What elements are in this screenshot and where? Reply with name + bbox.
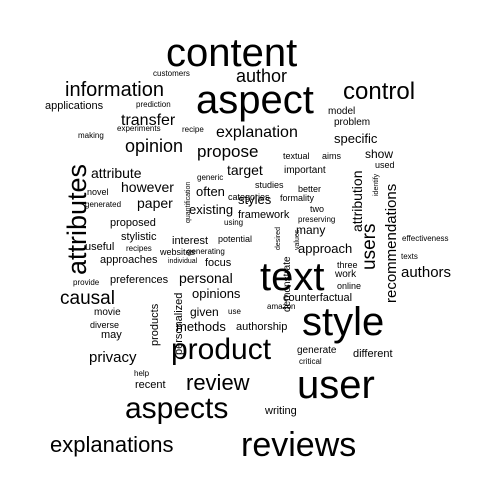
word-movie: movie xyxy=(94,307,121,318)
word-generic: generic xyxy=(197,173,224,182)
word-recent: recent xyxy=(135,379,166,391)
word-transfer: transfer xyxy=(121,112,176,129)
word-amazon: amazon xyxy=(267,302,296,311)
word-review: review xyxy=(186,370,250,395)
word-counterfactual: counterfactual xyxy=(283,292,353,304)
word-potential: potential xyxy=(218,234,253,244)
word-generated: generated xyxy=(85,200,122,209)
word-individual: individual xyxy=(168,258,198,265)
word-products: products xyxy=(149,303,161,346)
word-prediction: prediction xyxy=(136,100,171,109)
word-categories: categories xyxy=(228,192,270,202)
word-proposed: proposed xyxy=(110,217,156,229)
word-information: information xyxy=(65,79,164,101)
word-values: values xyxy=(294,229,301,250)
word-model: model xyxy=(328,106,356,117)
word-applications: applications xyxy=(45,100,104,112)
word-framework: framework xyxy=(238,209,290,221)
word-user: user xyxy=(297,363,375,407)
word-aspect: aspect xyxy=(196,78,314,122)
word-aims: aims xyxy=(322,151,342,161)
word-styles: styles xyxy=(238,192,272,207)
word-novel: novel xyxy=(87,187,109,197)
word-given: given xyxy=(190,305,219,319)
word-critical: critical xyxy=(299,357,322,366)
word-attribute: attribute xyxy=(91,165,142,181)
word-using: using xyxy=(224,218,244,227)
word-problem: problem xyxy=(334,117,371,128)
word-identify: identify xyxy=(373,173,380,196)
word-text: text xyxy=(260,255,325,299)
word-better: better xyxy=(298,184,322,194)
word-content: content xyxy=(166,31,298,75)
word-customers: customers xyxy=(153,69,190,78)
word-explanations: explanations xyxy=(50,432,174,457)
word-existing: existing xyxy=(189,202,234,217)
word-important: important xyxy=(284,165,326,176)
word-paper: paper xyxy=(137,195,173,211)
word-recipe: recipe xyxy=(182,125,204,134)
word-diverse: diverse xyxy=(90,320,120,330)
word-personalized: personalized xyxy=(173,292,185,355)
word-propose: propose xyxy=(197,142,259,161)
word-privacy: privacy xyxy=(89,349,137,366)
word-effectiveness: effectiveness xyxy=(402,234,449,243)
word-making: making xyxy=(78,131,104,140)
word-writing: writing xyxy=(265,405,297,417)
word-target: target xyxy=(227,162,263,178)
word-authors: authors xyxy=(401,264,452,281)
word-websites: websites xyxy=(160,247,196,257)
word-approaches: approaches xyxy=(100,254,158,266)
word-use: use xyxy=(228,307,241,316)
word-specific: specific xyxy=(334,131,378,146)
word-work: work xyxy=(335,269,357,280)
word-quantification: quantification xyxy=(185,181,192,223)
word-help: help xyxy=(134,369,150,378)
word-focus: focus xyxy=(205,257,232,269)
word-however: however xyxy=(121,179,174,195)
word-preserving: preserving xyxy=(298,215,336,224)
word-authorship: authorship xyxy=(236,321,288,333)
word-many: many xyxy=(296,223,326,237)
word-personal: personal xyxy=(179,270,233,286)
word-approach: approach xyxy=(298,241,353,256)
word-formality: formality xyxy=(280,193,315,203)
word-style: style xyxy=(302,300,385,344)
word-used: used xyxy=(375,160,395,170)
word-opinion: opinion xyxy=(125,136,184,156)
word-show: show xyxy=(365,147,394,161)
word-stylistic: stylistic xyxy=(121,231,157,243)
word-methods: methods xyxy=(176,319,226,334)
word-textual: textual xyxy=(283,151,310,161)
word-recommendations: recommendations xyxy=(383,183,400,303)
word-reviews: reviews xyxy=(241,426,357,464)
word-generate: generate xyxy=(297,345,337,356)
word-online: online xyxy=(337,281,362,291)
word-product: product xyxy=(171,333,272,366)
word-studies: studies xyxy=(255,180,284,190)
word-provide: provide xyxy=(73,278,100,287)
word-attribution: attribution xyxy=(349,170,365,232)
word-causal: causal xyxy=(60,288,115,309)
word-aspects: aspects xyxy=(125,392,229,425)
word-two: two xyxy=(310,204,325,214)
word-attributes: attributes xyxy=(62,163,92,275)
word-three: three xyxy=(337,260,358,270)
word-explanation: explanation xyxy=(216,124,298,141)
word-opinions: opinions xyxy=(192,286,241,301)
word-recipes: recipes xyxy=(126,244,152,253)
word-different: different xyxy=(353,348,393,360)
word-texts: texts xyxy=(401,252,418,261)
word-desired: desired xyxy=(275,227,282,250)
word-preferences: preferences xyxy=(110,274,169,286)
word-experiments: experiments xyxy=(117,124,161,133)
word-often: often xyxy=(196,184,225,199)
word-interest: interest xyxy=(172,235,209,247)
word-control: control xyxy=(343,78,416,105)
word-generating: generating xyxy=(187,247,225,256)
word-author: author xyxy=(236,66,288,86)
word-may: may xyxy=(101,329,122,341)
word-useful: useful xyxy=(85,241,115,253)
